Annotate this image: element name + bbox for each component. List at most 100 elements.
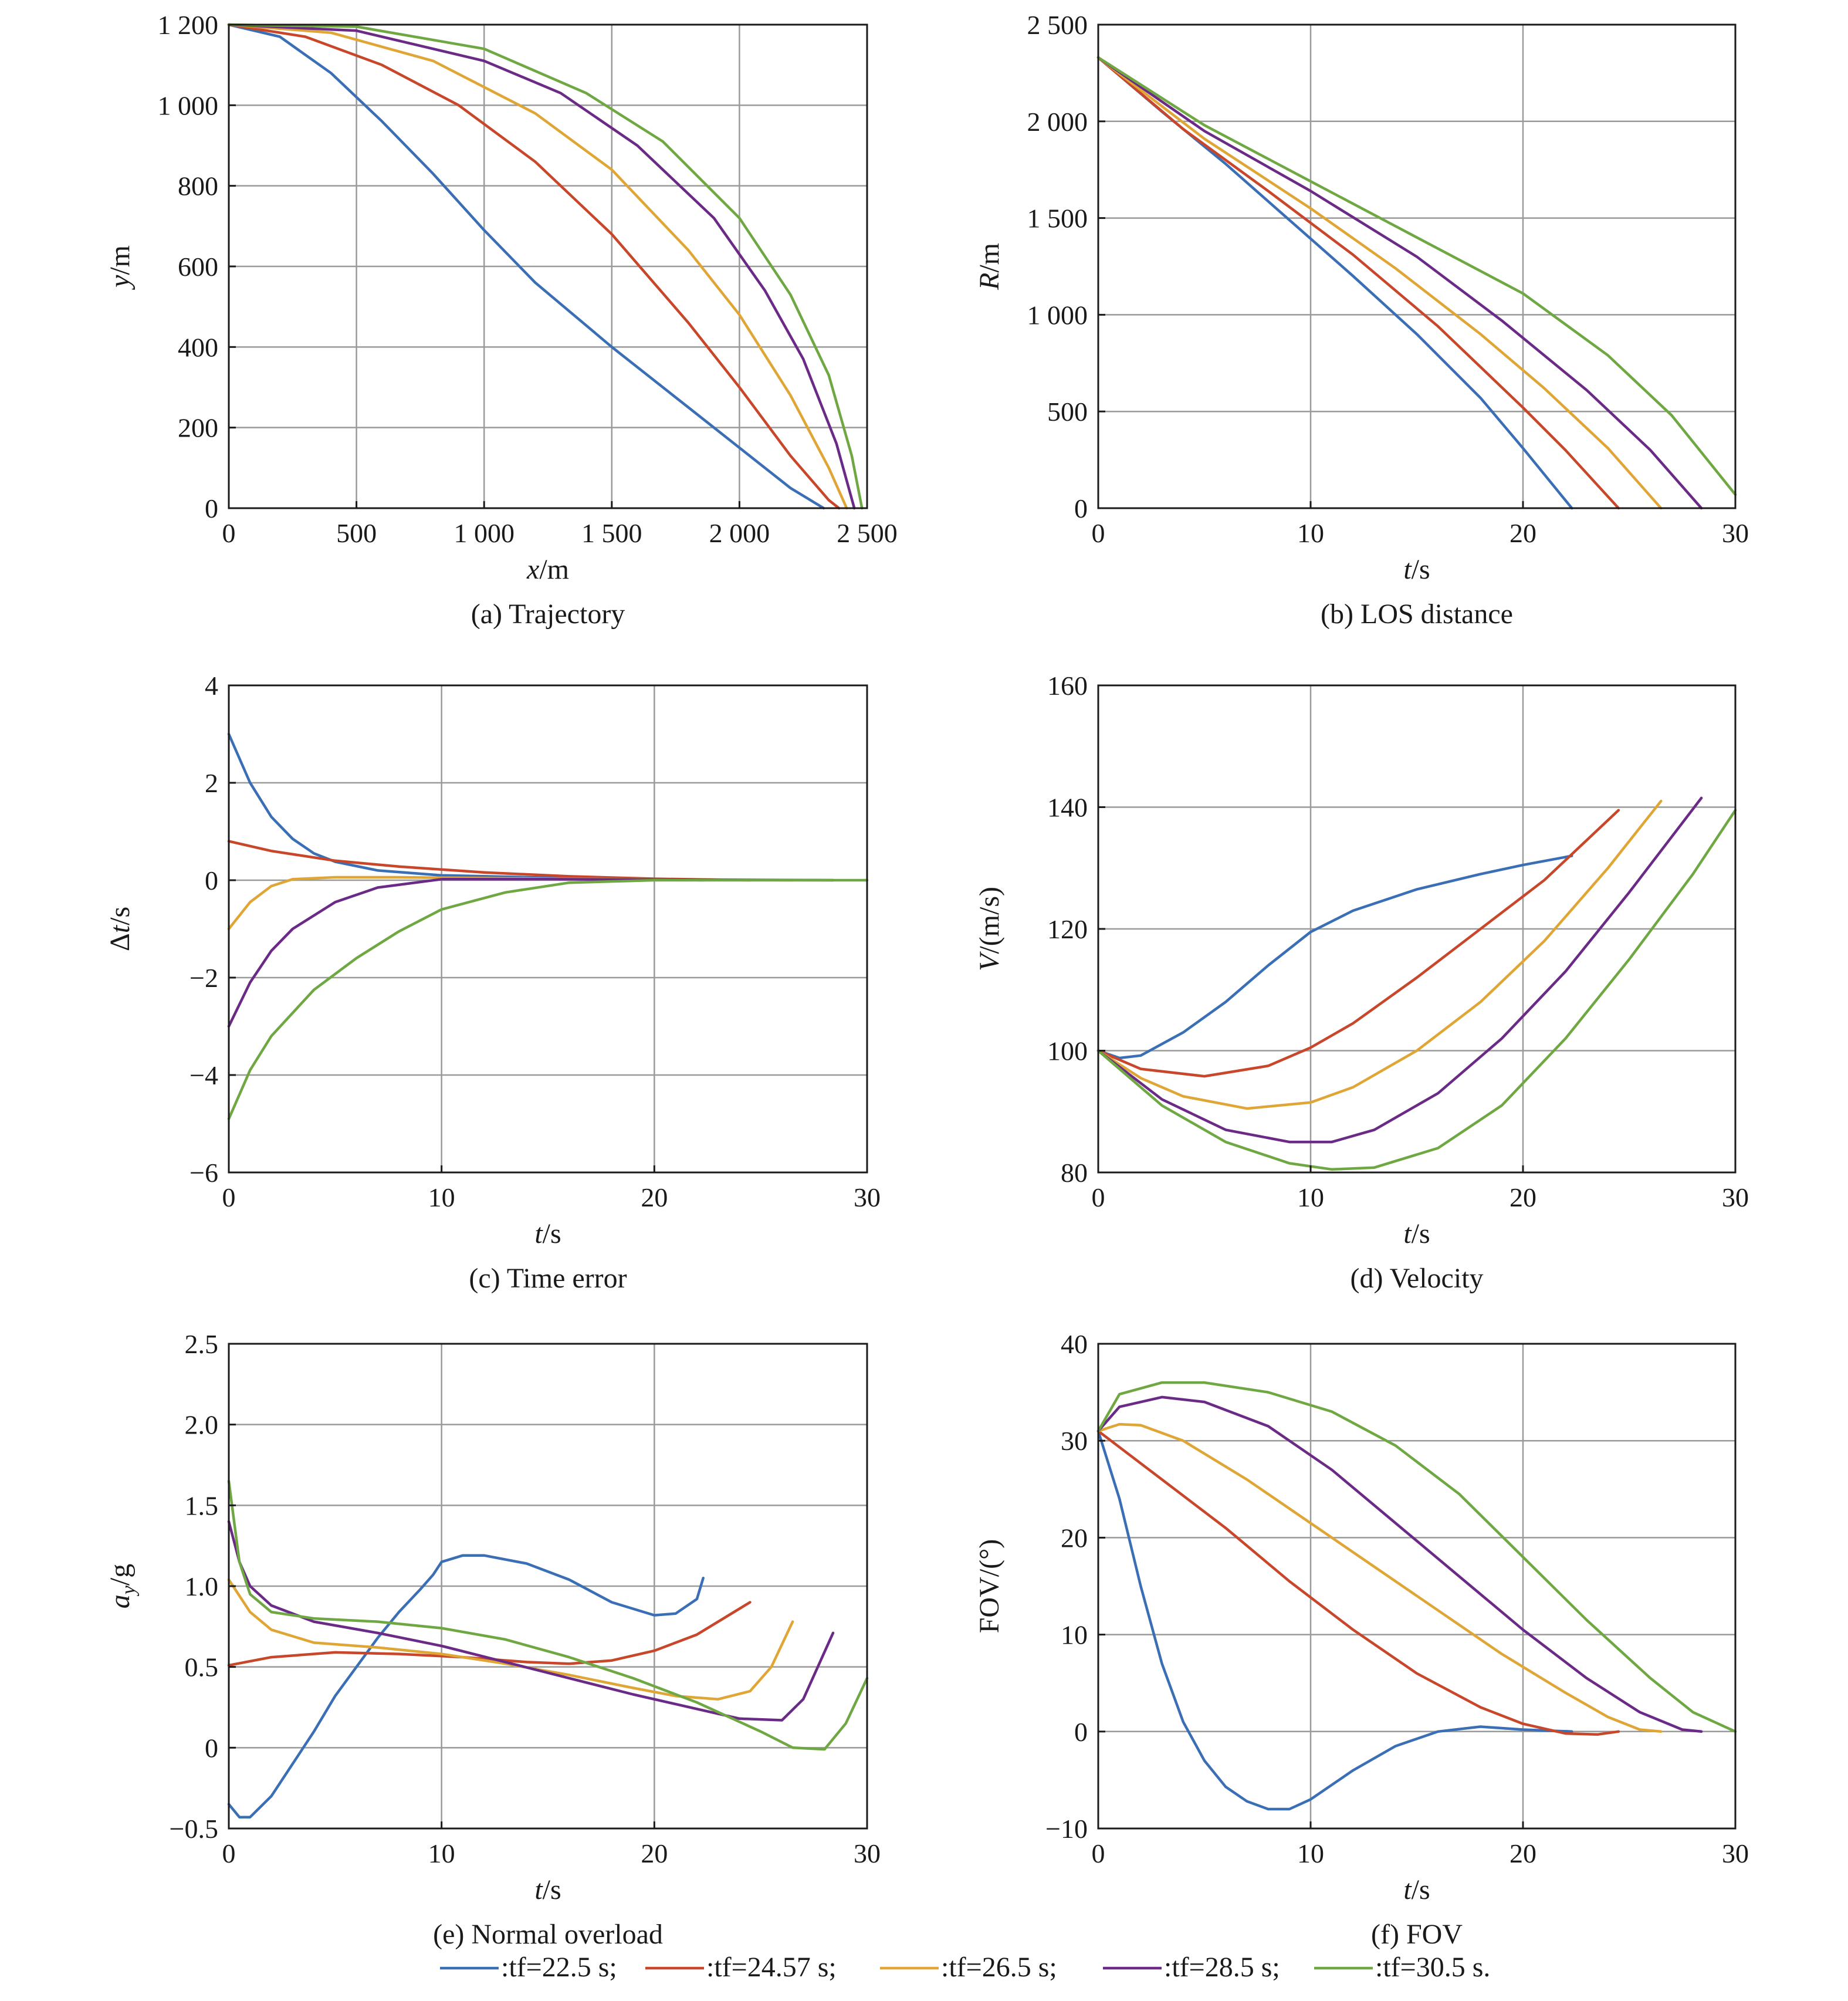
y-axis-label: ay/g [104,1564,140,1608]
y-tick-label: 2.5 [185,1329,219,1359]
y-tick-label: 0 [205,494,218,523]
x-axis-label: t/s [534,1874,561,1905]
legend-item-2: :tf=24.57 s; [645,1952,837,1983]
x-tick-label: 0 [222,518,236,548]
series-line-1 [227,732,705,882]
series-line-2 [1096,1429,1620,1736]
y-axis-label: FOV/(°) [974,1539,1005,1634]
series-line-1 [1096,854,1573,1060]
x-tick-label: 0 [1092,518,1105,548]
legend-item-4: :tf=28.5 s; [1103,1952,1280,1983]
x-tick-label: 1 000 [453,518,515,548]
y-axis-label: V/(m/s) [974,887,1005,971]
legend-label: :tf=26.5 s; [941,1952,1057,1983]
legend: :tf=22.5 s; :tf=24.57 s; :tf=26.5 s; :tf=28… [440,1952,1490,1983]
y-tick-label: 1.5 [185,1490,219,1520]
y-tick-label: 2.0 [185,1410,219,1440]
series-line-5 [227,23,864,510]
y-tick-label: 1.0 [185,1571,219,1601]
x-tick-label: 1 500 [581,518,642,548]
y-tick-label: 2 [205,768,218,798]
legend-label: :tf=28.5 s; [1164,1952,1280,1983]
y-tick-label: 800 [178,171,218,201]
series-line-1 [227,1554,705,1819]
series-line-4 [227,878,835,1028]
x-tick-label: 0 [1092,1182,1105,1212]
y-axis-label: R/m [974,243,1005,290]
chart-d: 0 10 20 30 80 100 120 140 160 t/s V/(m/s) (d) Veloc… [974,671,1749,1294]
series-line-4 [1096,1395,1703,1733]
chart-e: 0 10 20 30−0.500.51.01.52.02.5t/say/g(e) No… [104,1329,881,1950]
y-tick-label: 0 [205,1733,218,1763]
x-tick-label: 0 [222,1838,236,1868]
y-tick-label: 600 [178,252,218,282]
series-line-2 [1096,809,1620,1078]
y-tick-label: 1 000 [1027,300,1088,330]
legend-label: :tf=30.5 s. [1375,1952,1490,1983]
x-tick-label: 10 [1297,1838,1324,1868]
y-tick-label: 140 [1047,793,1088,823]
series-line-2 [1096,56,1620,510]
y-tick-label: −6 [189,1158,218,1188]
chart-caption: (b) LOS distance [1321,599,1513,630]
y-tick-label: 120 [1047,914,1088,944]
x-tick-label: 10 [428,1838,455,1868]
x-tick-label: 10 [428,1182,455,1212]
x-tick-label: 10 [1297,1182,1324,1212]
x-axis-label: t/s [1403,1874,1430,1905]
y-tick-label: 80 [1061,1158,1088,1188]
y-tick-label: 2 000 [1027,107,1088,137]
y-axis-label: Δt/s [104,907,136,951]
series-line-4 [1096,796,1703,1144]
legend-item-3: :tf=26.5 s; [880,1952,1057,1983]
x-tick-label: 0 [222,1182,236,1212]
series-line-2 [227,1601,752,1667]
chart-c: 0 10 20 30 −6 −4 −2 0 2 4 t/s Δt/s (c) Time error [104,671,881,1294]
series-line-3 [227,23,848,510]
plot-frame [1097,1343,1737,1830]
y-tick-label: −2 [189,963,218,993]
x-tick-label: 20 [1509,518,1536,548]
y-tick-label: 2 500 [1027,10,1088,40]
series-line-5 [1096,56,1737,496]
series-line-3 [1096,1422,1663,1733]
y-tick-label: 0 [205,866,218,895]
chart-caption: (c) Time error [469,1263,627,1294]
y-tick-label: 0 [1074,494,1088,523]
y-tick-label: 0 [1074,1717,1088,1747]
plot-frame [1097,23,1737,509]
chart-caption: (a) Trajectory [471,599,625,630]
x-tick-label: 500 [336,518,377,548]
legend-label: :tf=22.5 s; [501,1952,617,1983]
chart-caption: (f) FOV [1371,1919,1463,1950]
chart-b: 0 10 20 30 0 500 1 000 1 500 2 000 2 500 t/s R/m (b)… [974,10,1749,630]
x-tick-label: 30 [854,1838,881,1868]
y-tick-label: 200 [178,413,218,443]
y-tick-label: −4 [189,1060,218,1090]
series-line-3 [227,876,794,931]
y-tick-label: 0.5 [185,1652,219,1682]
series-line-3 [1096,56,1663,510]
x-tick-label: 10 [1297,518,1324,548]
series-line-1 [227,23,825,510]
legend-item-5: :tf=30.5 s. [1314,1952,1490,1983]
series-line-5 [227,878,869,1120]
x-tick-label: 0 [1092,1838,1105,1868]
y-tick-label: 100 [1047,1036,1088,1066]
series-line-3 [227,1578,794,1701]
series-line-5 [227,1479,869,1751]
series-line-5 [1096,1381,1737,1733]
x-axis-label: t/s [1403,1218,1430,1249]
chart-a: 0 500 1 000 1 500 2 000 2 500 0 200 400 600 800 1 0… [104,10,898,630]
series-line-4 [1096,56,1703,510]
x-tick-label: 30 [1722,518,1749,548]
x-axis-label: x/m [526,554,569,585]
x-tick-label: 20 [641,1838,668,1868]
plot-frame [228,684,868,1174]
x-axis-label: t/s [1403,554,1430,585]
x-axis-label: t/s [534,1218,561,1249]
y-tick-label: −0.5 [170,1814,218,1844]
series-line-3 [1096,799,1663,1110]
